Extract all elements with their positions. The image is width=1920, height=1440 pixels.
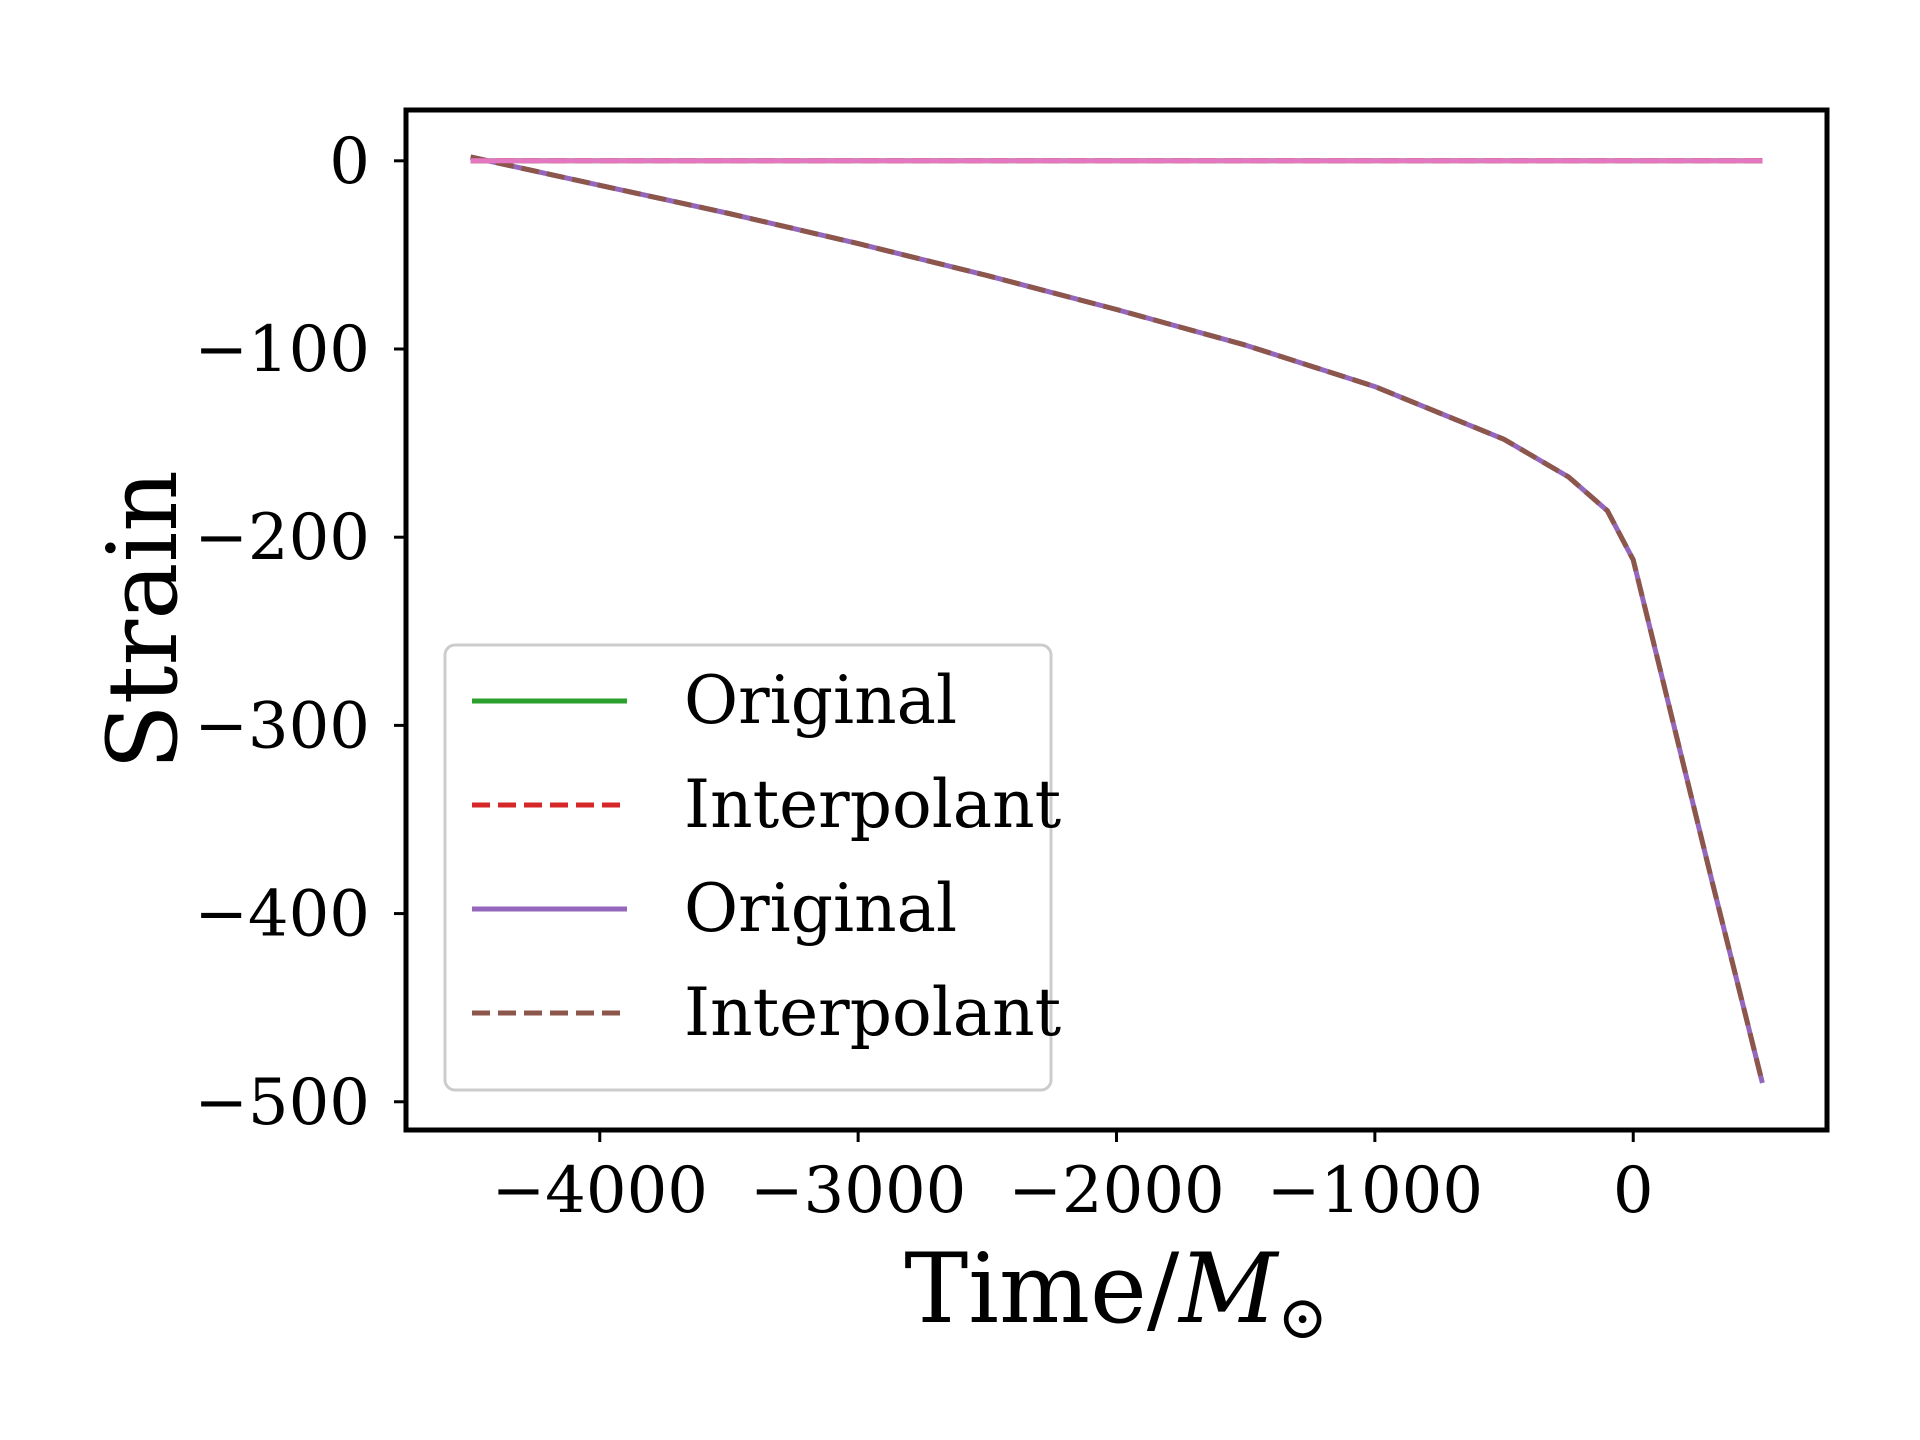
- ticks-layer: −4000 −3000 −2000 −1000 0 0 −100 −200 −300 −400 −5…: [194, 125, 1653, 1228]
- y-tick-label: −300: [194, 689, 370, 763]
- y-tick-label: −400: [194, 878, 370, 952]
- legend-label: Original: [684, 870, 957, 947]
- y-tick-label: −500: [194, 1066, 370, 1140]
- legend-label: Interpolant: [684, 766, 1061, 843]
- y-tick-label: −200: [194, 501, 370, 575]
- x-axis-title: Time/M⊙: [904, 1233, 1328, 1353]
- legend: Original Interpolant Original Interpolant: [443, 643, 1061, 1092]
- legend-box: [443, 643, 1053, 1092]
- y-tick-label: −100: [194, 313, 370, 387]
- y-tick-label: 0: [329, 125, 370, 199]
- x-tick-label: −3000: [750, 1154, 967, 1228]
- x-tick-label: 0: [1613, 1154, 1654, 1228]
- x-tick-label: −1000: [1267, 1154, 1484, 1228]
- series-line-4: [470, 154, 1765, 1084]
- x-tick-label: −4000: [492, 1154, 709, 1228]
- y-axis-title: Strain: [87, 470, 199, 770]
- legend-label: Interpolant: [684, 974, 1061, 1051]
- series-layer: [470, 154, 1765, 1084]
- legend-label: Original: [684, 662, 957, 739]
- x-tick-label: −2000: [1008, 1154, 1225, 1228]
